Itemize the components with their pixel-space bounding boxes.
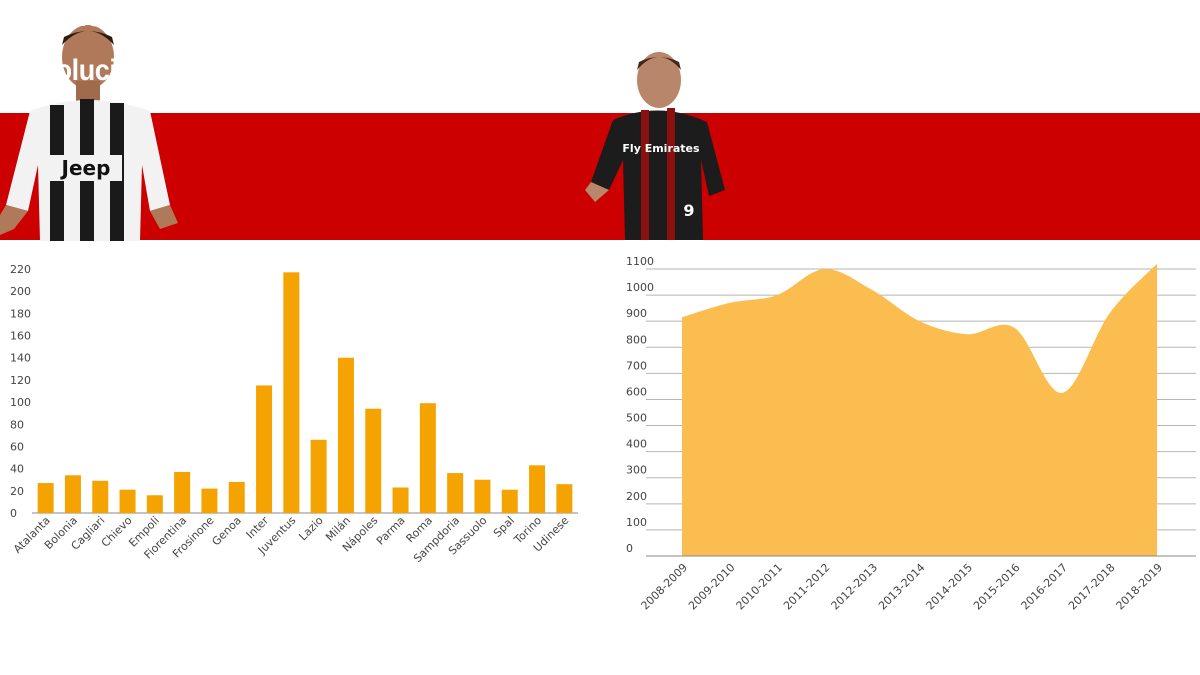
bar-x-tick-label-13: Parma xyxy=(374,514,408,548)
area-y-tick-label-5: 500 xyxy=(626,412,647,425)
player-left-arm-left xyxy=(0,205,28,235)
bar-chart: 020406080100120140160180200220AtalantaBo… xyxy=(10,263,578,565)
area-x-tick-label-5: 2013-2014 xyxy=(876,561,928,613)
area-x-tick-label-2: 2010-2011 xyxy=(734,561,786,613)
bar-y-tick-label-1: 20 xyxy=(10,485,24,498)
bar-4 xyxy=(146,495,163,513)
bar-18 xyxy=(529,465,546,513)
bar-x-tick-label-7: Genoa xyxy=(209,514,243,548)
bar-y-tick-label-8: 160 xyxy=(10,330,31,343)
player-left-head xyxy=(62,25,114,89)
area-y-tick-label-6: 600 xyxy=(626,385,647,398)
bar-16 xyxy=(474,479,491,513)
player-right-stripe-1 xyxy=(641,110,649,240)
bar-15 xyxy=(447,473,464,513)
area-y-tick-label-9: 900 xyxy=(626,307,647,320)
area-x-tick-label-7: 2015-2016 xyxy=(971,561,1023,613)
bar-x-tick-label-10: Lazio xyxy=(296,514,325,543)
player-right-number: 9 xyxy=(683,201,694,220)
bar-y-tick-label-11: 220 xyxy=(10,263,31,276)
area-x-tick-label-1: 2009-2010 xyxy=(686,561,738,613)
player-right-arm xyxy=(585,182,609,202)
area-y-tick-label-0: 0 xyxy=(626,542,633,555)
bar-x-tick-label-0: Atalanta xyxy=(11,514,53,556)
bar-2 xyxy=(92,480,109,513)
player-right-head xyxy=(637,52,681,108)
area-x-tick-label-8: 2016-2017 xyxy=(1019,561,1071,613)
player-right-image: Fly Emirates 9 xyxy=(585,52,725,240)
bar-3 xyxy=(119,489,136,513)
area-x-tick-label-3: 2011-2012 xyxy=(781,561,833,613)
area-x-tick-label-6: 2014-2015 xyxy=(924,561,976,613)
bar-6 xyxy=(201,488,218,513)
bar-1 xyxy=(64,475,81,513)
bar-11 xyxy=(337,357,354,513)
bar-10 xyxy=(310,439,327,513)
area-x-tick-label-9: 2017-2018 xyxy=(1066,561,1118,613)
bar-y-tick-label-5: 100 xyxy=(10,396,31,409)
bar-5 xyxy=(174,471,191,513)
player-right-hair xyxy=(637,57,681,70)
area-y-tick-label-10: 1000 xyxy=(626,281,654,294)
bar-9 xyxy=(283,272,300,513)
bar-y-tick-label-4: 80 xyxy=(10,418,24,431)
player-right-sponsor: Fly Emirates xyxy=(622,142,700,155)
area-x-tick-label-4: 2012-2013 xyxy=(829,561,881,613)
area-y-tick-label-2: 200 xyxy=(626,490,647,503)
bar-8 xyxy=(256,385,273,513)
area-y-tick-label-4: 400 xyxy=(626,438,647,451)
right-heading: Evolución de los sueldos en la Serie A D… xyxy=(0,54,500,108)
bar-y-tick-label-3: 60 xyxy=(10,440,24,453)
right-subtitle: Desde la temporada 2008-2009 hasta la 20… xyxy=(51,90,419,107)
player-left-hair xyxy=(62,31,114,45)
area-x-tick-label-0: 2008-2009 xyxy=(639,561,691,613)
area-x-tick-label-10: 2018-2019 xyxy=(1114,561,1166,613)
player-left-neck xyxy=(76,81,100,101)
area-y-tick-label-8: 800 xyxy=(626,333,647,346)
bar-0 xyxy=(37,483,54,513)
bar-y-tick-label-9: 180 xyxy=(10,307,31,320)
player-right-shirt xyxy=(591,110,725,240)
area-y-tick-label-11: 1100 xyxy=(626,255,654,268)
bar-y-tick-label-0: 0 xyxy=(10,507,17,520)
bar-7 xyxy=(228,481,245,513)
area-y-tick-label-1: 100 xyxy=(626,516,647,529)
bar-y-tick-label-10: 200 xyxy=(10,285,31,298)
bar-y-tick-label-6: 120 xyxy=(10,374,31,387)
right-title: Evolución de los sueldos en la Serie A xyxy=(23,54,500,87)
area-chart: 0 100 200 300 400 500 600 700 800 900 1000 1100 2008… xyxy=(626,255,1196,613)
area-series xyxy=(682,263,1157,556)
player-left-arm-right xyxy=(150,205,178,229)
bar-19 xyxy=(556,484,573,513)
bar-y-tick-label-7: 140 xyxy=(10,352,31,365)
bar-17 xyxy=(501,489,518,513)
bar-14 xyxy=(419,403,436,513)
bar-y-tick-label-2: 40 xyxy=(10,463,24,476)
bar-12 xyxy=(365,408,382,513)
player-left-sponsor: Jeep xyxy=(60,156,111,180)
area-y-tick-label-7: 700 xyxy=(626,359,647,372)
left-title: Sueldo de cada plantilla xyxy=(15,0,312,33)
player-right-stripe-2 xyxy=(667,108,675,240)
player-left-image: Jeep xyxy=(0,25,178,241)
area-y-tick-label-3: 300 xyxy=(626,464,647,477)
player-left-sponsor-bg xyxy=(50,155,122,181)
bar-13 xyxy=(392,487,409,513)
